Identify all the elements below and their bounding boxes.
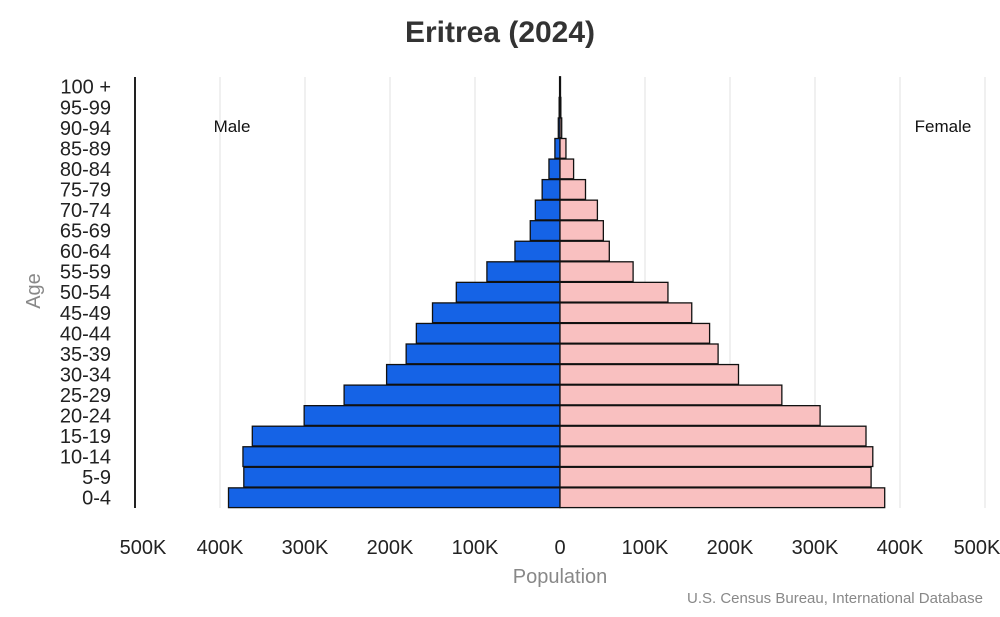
male-bar-25-29: [343, 384, 561, 406]
male-bar-20-24: [303, 404, 561, 427]
male-bar-65-69: [529, 220, 561, 242]
male-bar-30-34: [385, 363, 561, 385]
x-tick-label: 400K: [877, 537, 924, 559]
female-bar-35-39: [559, 343, 719, 365]
y-tick-label: 10-14: [60, 447, 111, 469]
y-tick-label: 95-99: [60, 97, 111, 119]
x-tick-label: 200K: [367, 537, 414, 559]
male-bar-80-84: [548, 158, 561, 180]
y-tick-label: 40-44: [60, 323, 111, 345]
x-tick-label: 300K: [282, 537, 329, 559]
y-tick-label: 0-4: [82, 488, 111, 510]
y-tick-label: 5-9: [82, 467, 111, 489]
y-tick-label: 20-24: [60, 406, 111, 428]
female-bar-15-19: [559, 425, 867, 447]
bars: [227, 76, 886, 509]
female-bar-95-99: [559, 96, 562, 118]
female-bar-90-94: [559, 117, 563, 139]
male-bar-55-59: [486, 261, 561, 283]
x-tick-labels: 500K 400K 300K 200K 100K 0 100K 200K 300K 400K 500…: [120, 537, 1000, 559]
y-tick-label: 100 +: [60, 77, 111, 99]
male-bar-10-14: [242, 446, 561, 468]
female-bar-55-59: [559, 261, 634, 283]
y-tick-label: 85-89: [60, 138, 111, 160]
y-tick-label: 75-79: [60, 179, 111, 201]
y-tick-label: 50-54: [60, 282, 111, 304]
y-tick-label: 55-59: [60, 262, 111, 284]
female-bar-50-54: [559, 281, 669, 303]
male-bar-0-4: [227, 487, 561, 509]
y-tick-label: 45-49: [60, 303, 111, 325]
male-side-label: Male: [214, 117, 251, 136]
source-note: U.S. Census Bureau, International Databa…: [687, 590, 983, 607]
male-bar-70-74: [534, 199, 561, 221]
x-tick-label: 300K: [792, 537, 839, 559]
y-tick-label: 25-29: [60, 385, 111, 407]
female-bar-60-64: [559, 240, 610, 262]
male-bar-75-79: [541, 178, 561, 201]
chart-title: Eritrea (2024): [405, 16, 595, 49]
x-axis-title: Population: [513, 566, 608, 588]
male-bar-35-39: [405, 343, 561, 365]
female-bar-45-49: [559, 302, 693, 324]
x-tick-label: 100K: [622, 537, 669, 559]
y-tick-labels: 0-45-910-1415-1920-2425-2930-3435-3940-4…: [60, 77, 111, 510]
x-tick-label: 0: [554, 537, 565, 559]
male-bar-45-49: [431, 302, 561, 324]
female-bar-10-14: [559, 446, 874, 468]
x-tick-label: 100K: [452, 537, 499, 559]
y-tick-label: 30-34: [60, 364, 111, 386]
y-tick-label: 90-94: [60, 118, 111, 140]
male-bar-85-89: [554, 137, 561, 159]
female-bar-40-44: [559, 322, 711, 344]
y-tick-label: 60-64: [60, 241, 111, 263]
x-tick-label: 400K: [197, 537, 244, 559]
y-tick-label: 80-84: [60, 159, 111, 181]
y-tick-label: 15-19: [60, 426, 111, 448]
female-bar-5-9: [559, 466, 872, 488]
female-bar-25-29: [559, 384, 783, 406]
male-bar-60-64: [514, 240, 561, 262]
x-tick-label: 500K: [954, 537, 1000, 559]
female-bar-80-84: [559, 158, 575, 180]
female-bar-75-79: [559, 178, 587, 201]
female-bar-70-74: [559, 199, 599, 221]
male-bar-40-44: [415, 322, 561, 344]
y-tick-label: 65-69: [60, 221, 111, 243]
male-bar-5-9: [243, 466, 561, 488]
x-tick-label: 500K: [120, 537, 167, 559]
y-tick-label: 70-74: [60, 200, 111, 222]
female-side-label: Female: [915, 117, 972, 136]
y-tick-label: 35-39: [60, 344, 111, 366]
male-bar-15-19: [251, 425, 561, 447]
female-bar-30-34: [559, 363, 740, 385]
x-tick-label: 200K: [707, 537, 754, 559]
male-bar-50-54: [455, 281, 561, 303]
female-bar-85-89: [559, 137, 567, 159]
female-bar-0-4: [559, 487, 886, 509]
female-bar-65-69: [559, 220, 604, 242]
y-axis-title: Age: [23, 273, 45, 309]
female-bar-100: [559, 76, 562, 98]
female-bar-20-24: [559, 404, 821, 427]
